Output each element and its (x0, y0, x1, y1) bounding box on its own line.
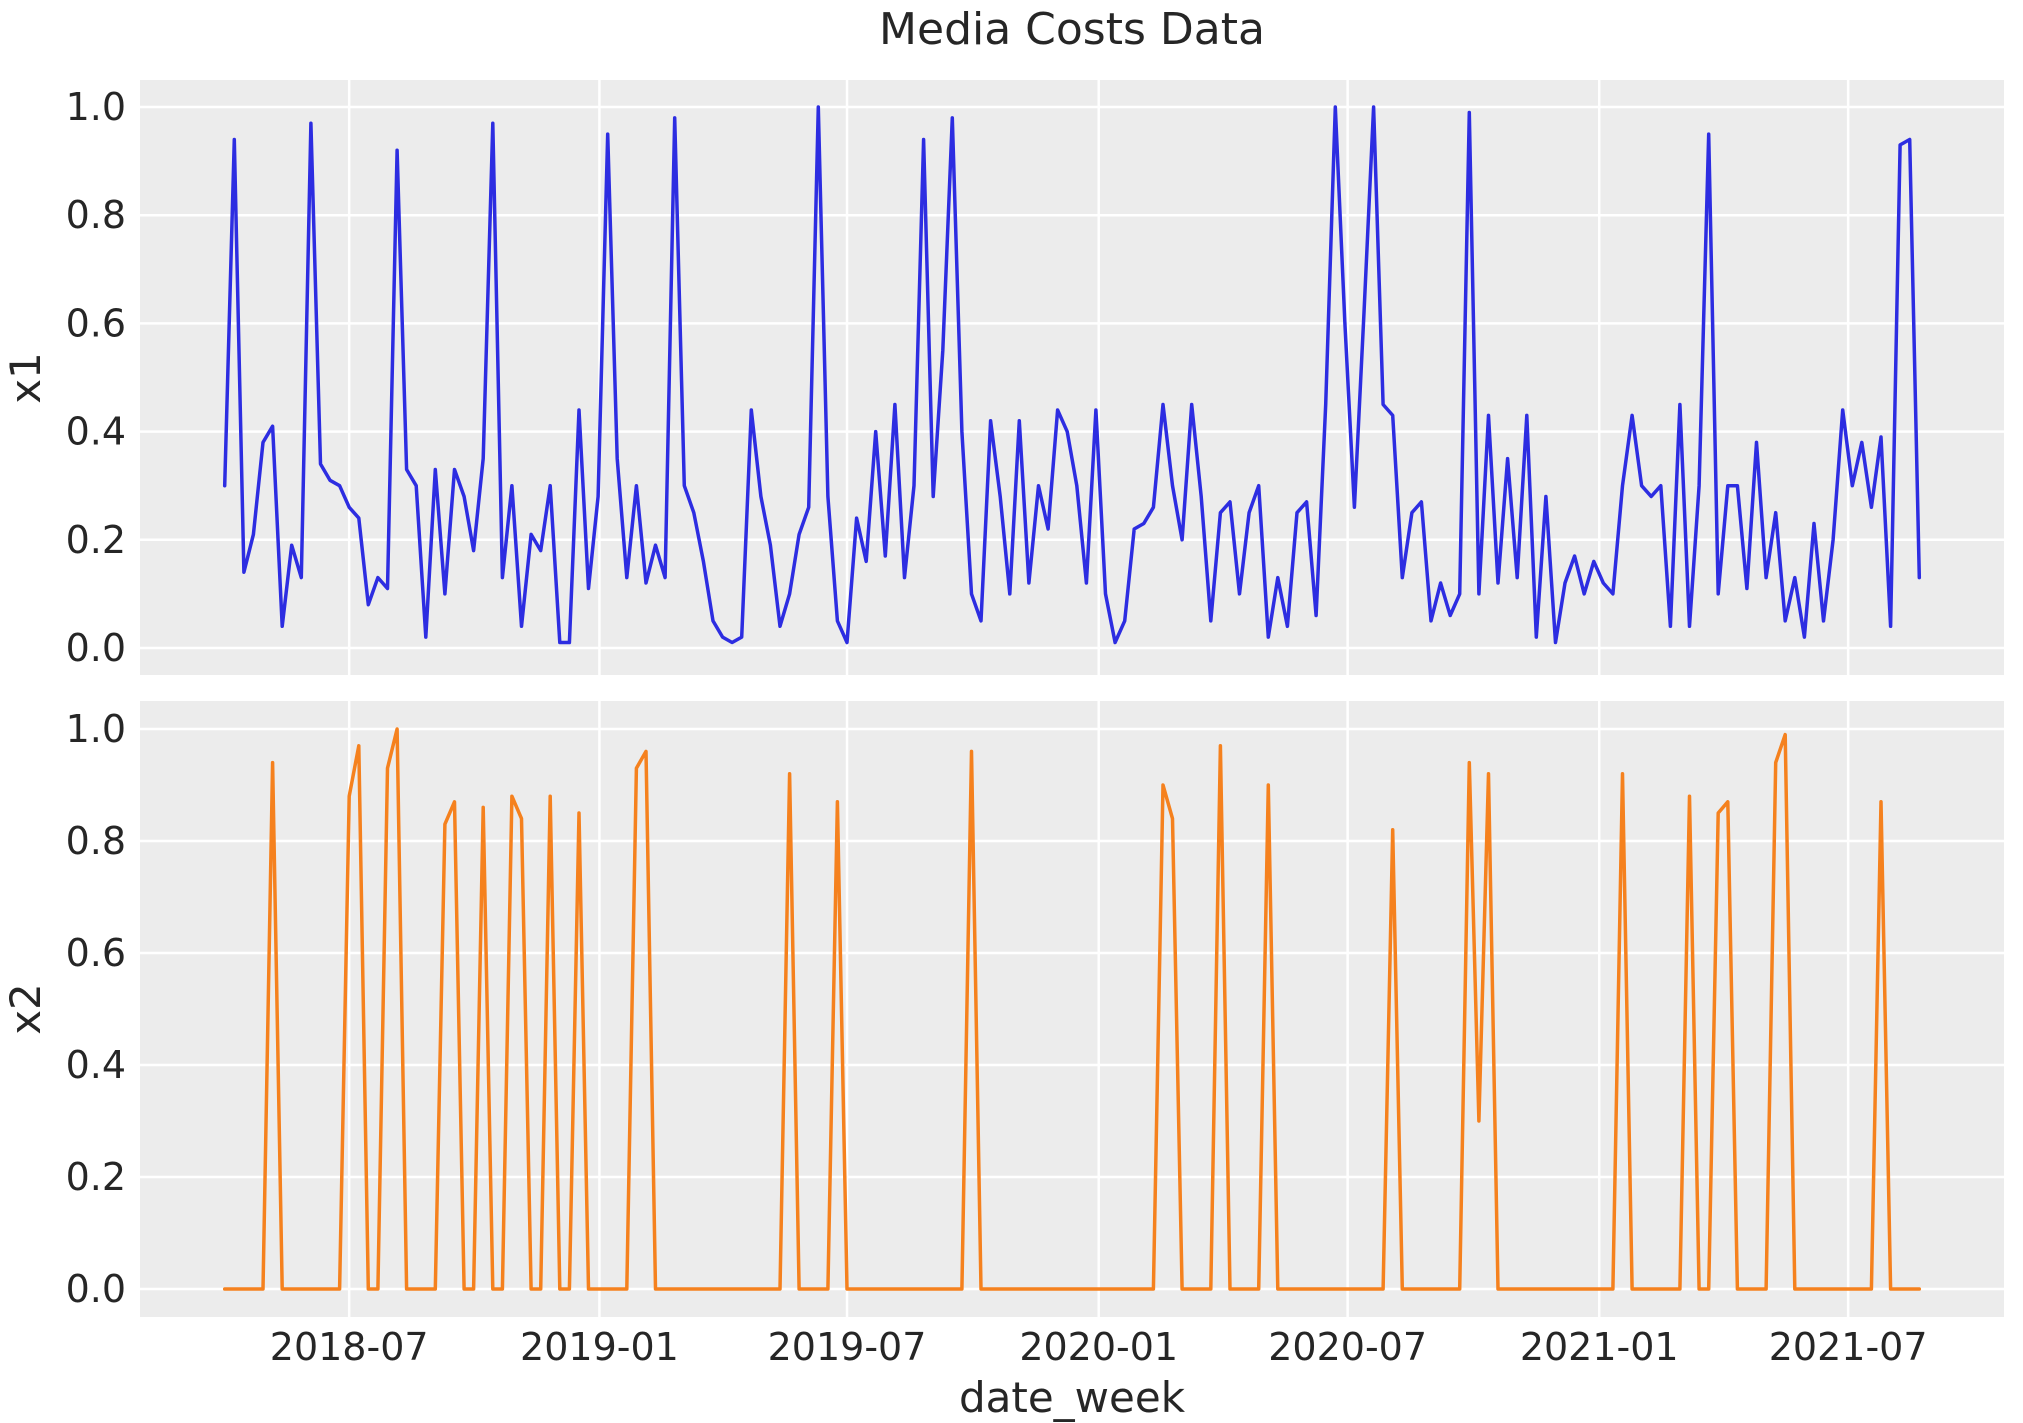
series-line-x1 (222, 105, 1922, 645)
y-tick-label: 0.0 (66, 1267, 126, 1311)
series-line-x2 (222, 727, 1922, 1291)
x-tick-label: 2021-07 (1769, 1325, 1928, 1369)
plot-background (140, 80, 2004, 675)
chart-title: Media Costs Data (879, 4, 1265, 55)
subplot-x2: 0.0 0.2 0.4 0.6 0.8 1.0 2018-07 2019-01 2019-07 2… (66, 701, 2004, 1369)
y-tick-label: 0.8 (66, 193, 126, 237)
y-axis-label-x2: x2 (1, 983, 50, 1035)
x-tick-label: 2019-01 (520, 1325, 679, 1369)
y-tick-label: 0.0 (66, 626, 126, 670)
x-tick-label: 2020-01 (1019, 1325, 1178, 1369)
y-tick-label: 0.6 (66, 931, 126, 975)
y-tick-label: 1.0 (66, 707, 126, 751)
y-tick-label: 0.4 (66, 1043, 126, 1087)
y-axis-label-x1: x1 (1, 352, 50, 404)
x-axis-label: date_week (959, 1373, 1186, 1422)
x-tick-label: 2018-07 (270, 1325, 429, 1369)
y-tick-label: 0.2 (66, 518, 126, 562)
y-tick-label: 0.4 (66, 410, 126, 454)
x-tick-label: 2019-07 (768, 1325, 927, 1369)
y-tick-label: 0.2 (66, 1155, 126, 1199)
x-tick-label: 2021-01 (1520, 1325, 1679, 1369)
subplot-x1: 0.0 0.2 0.4 0.6 0.8 1.0 (66, 80, 2004, 675)
y-tick-label: 1.0 (66, 85, 126, 129)
x-tick-label: 2020-07 (1268, 1325, 1427, 1369)
y-tick-label: 0.8 (66, 819, 126, 863)
plot-background (140, 701, 2004, 1317)
y-tick-label: 0.6 (66, 301, 126, 345)
